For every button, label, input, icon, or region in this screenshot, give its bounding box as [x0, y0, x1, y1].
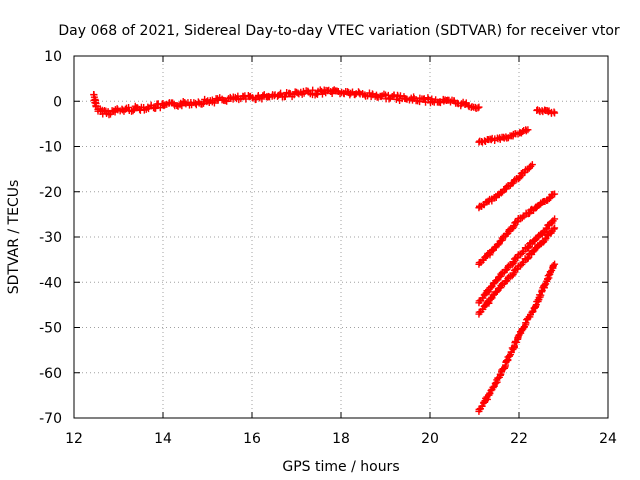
data-point: [210, 99, 218, 107]
data-point: [489, 384, 497, 392]
data-point: [532, 302, 540, 310]
data-point: [551, 260, 559, 268]
y-tick-label: -70: [39, 411, 62, 427]
x-tick-label: 22: [510, 431, 528, 447]
series-arc-6: [475, 215, 559, 307]
data-point: [524, 126, 532, 134]
data-point: [92, 102, 100, 110]
data-point: [551, 190, 559, 198]
data-point: [543, 275, 551, 283]
data-point: [551, 224, 559, 232]
data-point: [522, 127, 530, 135]
data-point: [258, 95, 266, 103]
data-point: [198, 100, 206, 108]
series-arc-4: [475, 161, 536, 212]
series-arc-5: [475, 190, 559, 268]
data-point: [351, 91, 359, 99]
data-point: [488, 247, 496, 255]
data-point: [501, 364, 509, 372]
data-point: [392, 95, 400, 103]
x-tick-label: 14: [154, 431, 172, 447]
series-arc-8: [475, 260, 559, 415]
data-point: [544, 272, 552, 280]
grid-lines: [74, 56, 608, 418]
data-point: [475, 103, 483, 111]
x-tick-label: 20: [421, 431, 439, 447]
data-point: [505, 352, 513, 360]
y-tick-label: -10: [39, 140, 62, 156]
data-point: [487, 136, 495, 144]
y-tick-label: -20: [39, 185, 62, 201]
series-main: [90, 86, 483, 119]
data-point: [537, 291, 545, 299]
data-point: [528, 161, 536, 169]
x-axis-label: GPS time / hours: [282, 459, 399, 475]
data-point: [543, 224, 551, 232]
data-point: [516, 174, 524, 182]
y-tick-label: -30: [39, 230, 62, 246]
x-tick-label: 18: [332, 431, 350, 447]
axis-ticks: 12 14 16 18 20 22 24 10 0 -10 -20 -30 -40 -50 -60 -70: [39, 49, 617, 447]
data-point: [277, 89, 285, 97]
y-axis-label: SDTVAR / TECUs: [6, 180, 22, 295]
y-tick-label: 10: [44, 49, 62, 65]
series-arc-3: [533, 106, 559, 117]
chart-title: Day 068 of 2021, Sidereal Day-to-day VTE…: [58, 23, 620, 39]
data-point: [474, 104, 482, 112]
data-point: [309, 86, 317, 94]
y-tick-label: -50: [39, 321, 62, 337]
x-tick-label: 24: [599, 431, 617, 447]
data-point: [486, 390, 494, 398]
x-tick-label: 16: [243, 431, 261, 447]
data-point: [551, 215, 559, 223]
data-point: [528, 308, 536, 316]
series-arc-7: [475, 224, 559, 318]
data-point: [494, 241, 502, 249]
series-arc-2: [475, 126, 532, 146]
data-point: [551, 109, 559, 117]
x-tick-label: 12: [65, 431, 83, 447]
data-point: [515, 331, 523, 339]
data-point: [461, 100, 469, 108]
data-point: [492, 288, 500, 296]
data-point: [542, 234, 550, 242]
data-point: [218, 95, 226, 103]
y-tick-label: -60: [39, 366, 62, 382]
y-tick-label: -40: [39, 275, 62, 291]
data-point: [318, 90, 326, 98]
data-point: [492, 277, 500, 285]
data-point: [380, 90, 388, 98]
y-tick-label: 0: [53, 94, 62, 110]
data-point: [156, 104, 164, 112]
data-series: [90, 86, 559, 415]
data-point: [106, 110, 114, 118]
